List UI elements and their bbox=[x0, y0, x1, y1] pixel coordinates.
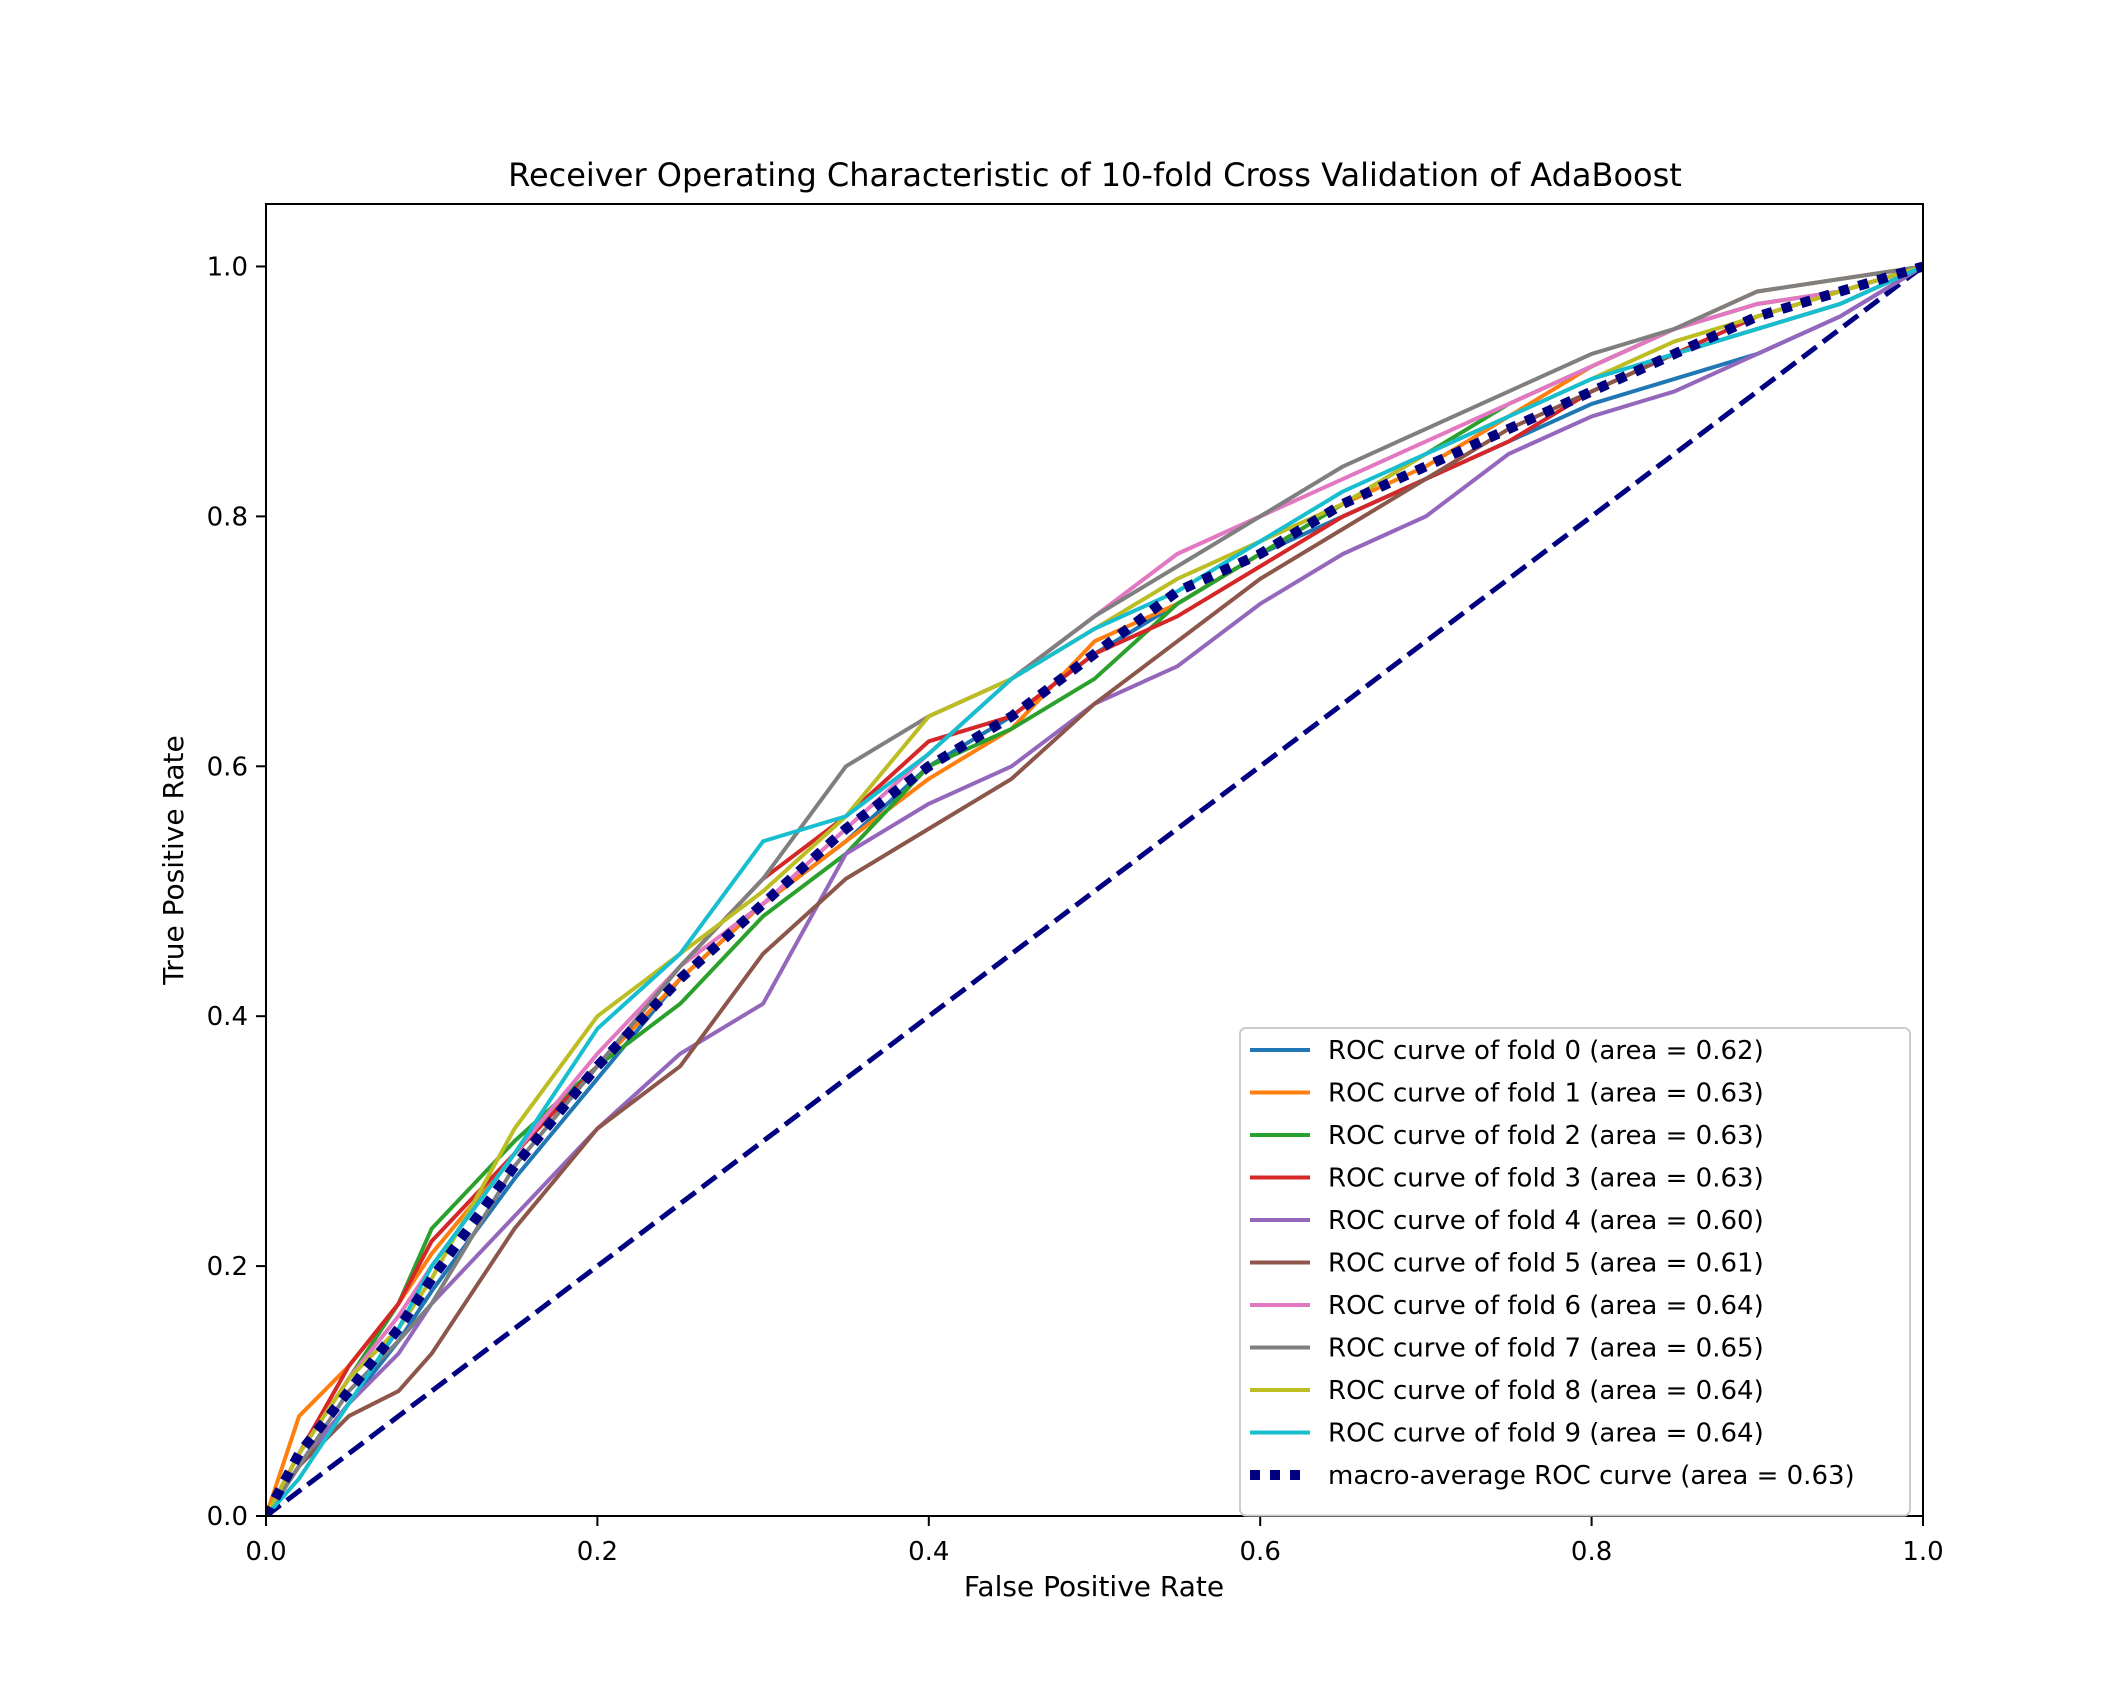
legend-label: ROC curve of fold 9 (area = 0.64) bbox=[1328, 1419, 1764, 1449]
x-tick-label: 0.2 bbox=[577, 1537, 618, 1567]
legend-label: ROC curve of fold 2 (area = 0.63) bbox=[1328, 1121, 1764, 1151]
y-axis-label: True Positive Rate bbox=[157, 735, 190, 985]
x-tick-label: 0.6 bbox=[1240, 1537, 1281, 1567]
legend-box bbox=[1239, 1027, 1911, 1517]
series-line-macro-average bbox=[266, 261, 1923, 1516]
x-tick-label: 1.0 bbox=[1902, 1537, 1943, 1567]
legend-label: ROC curve of fold 4 (area = 0.60) bbox=[1328, 1206, 1764, 1236]
y-tick-label: 0.0 bbox=[207, 1502, 248, 1532]
y-tick-label: 0.6 bbox=[207, 752, 248, 782]
legend-label: ROC curve of fold 3 (area = 0.63) bbox=[1328, 1164, 1764, 1194]
plot-frame bbox=[265, 203, 1924, 1517]
x-tick-label: 0.8 bbox=[1571, 1537, 1612, 1567]
legend-label: ROC curve of fold 1 (area = 0.63) bbox=[1328, 1079, 1764, 1109]
legend-label: ROC curve of fold 7 (area = 0.65) bbox=[1328, 1334, 1764, 1364]
y-tick-label: 0.2 bbox=[207, 1252, 248, 1282]
legend-label: ROC curve of fold 6 (area = 0.64) bbox=[1328, 1291, 1764, 1321]
y-tick-label: 1.0 bbox=[207, 252, 248, 282]
x-tick-label: 0.0 bbox=[245, 1537, 286, 1567]
series-line-fold-4 bbox=[266, 264, 1923, 1516]
legend-label: ROC curve of fold 5 (area = 0.61) bbox=[1328, 1249, 1764, 1279]
legend: ROC curve of fold 0 (area = 0.62) ROC cur… bbox=[1239, 1027, 1911, 1517]
legend-label: ROC curve of fold 8 (area = 0.64) bbox=[1328, 1376, 1764, 1406]
legend-label: macro-average ROC curve (area = 0.63) bbox=[1328, 1461, 1855, 1491]
legend-label: ROC curve of fold 0 (area = 0.62) bbox=[1328, 1036, 1764, 1066]
y-tick-label: 0.8 bbox=[207, 502, 248, 532]
x-tick-label: 0.4 bbox=[908, 1537, 949, 1567]
x-axis-label: False Positive Rate bbox=[964, 1570, 1224, 1603]
series-line-fold-9 bbox=[266, 264, 1923, 1516]
y-tick-label: 0.4 bbox=[207, 1002, 248, 1032]
chance-reference-line bbox=[266, 264, 1923, 1516]
chart-title: Receiver Operating Characteristic of 10-… bbox=[508, 156, 1682, 194]
